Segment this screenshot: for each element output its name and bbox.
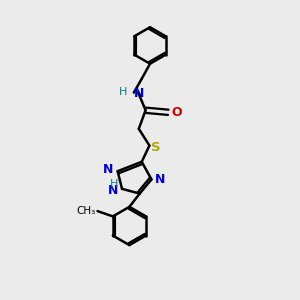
Text: N: N [134,87,144,100]
Text: H: H [119,87,128,97]
Text: N: N [103,163,113,176]
Text: S: S [152,141,161,154]
Text: N: N [108,184,118,197]
Text: CH₃: CH₃ [76,206,95,215]
Text: H: H [110,179,118,189]
Text: O: O [171,106,182,119]
Text: N: N [155,173,166,186]
